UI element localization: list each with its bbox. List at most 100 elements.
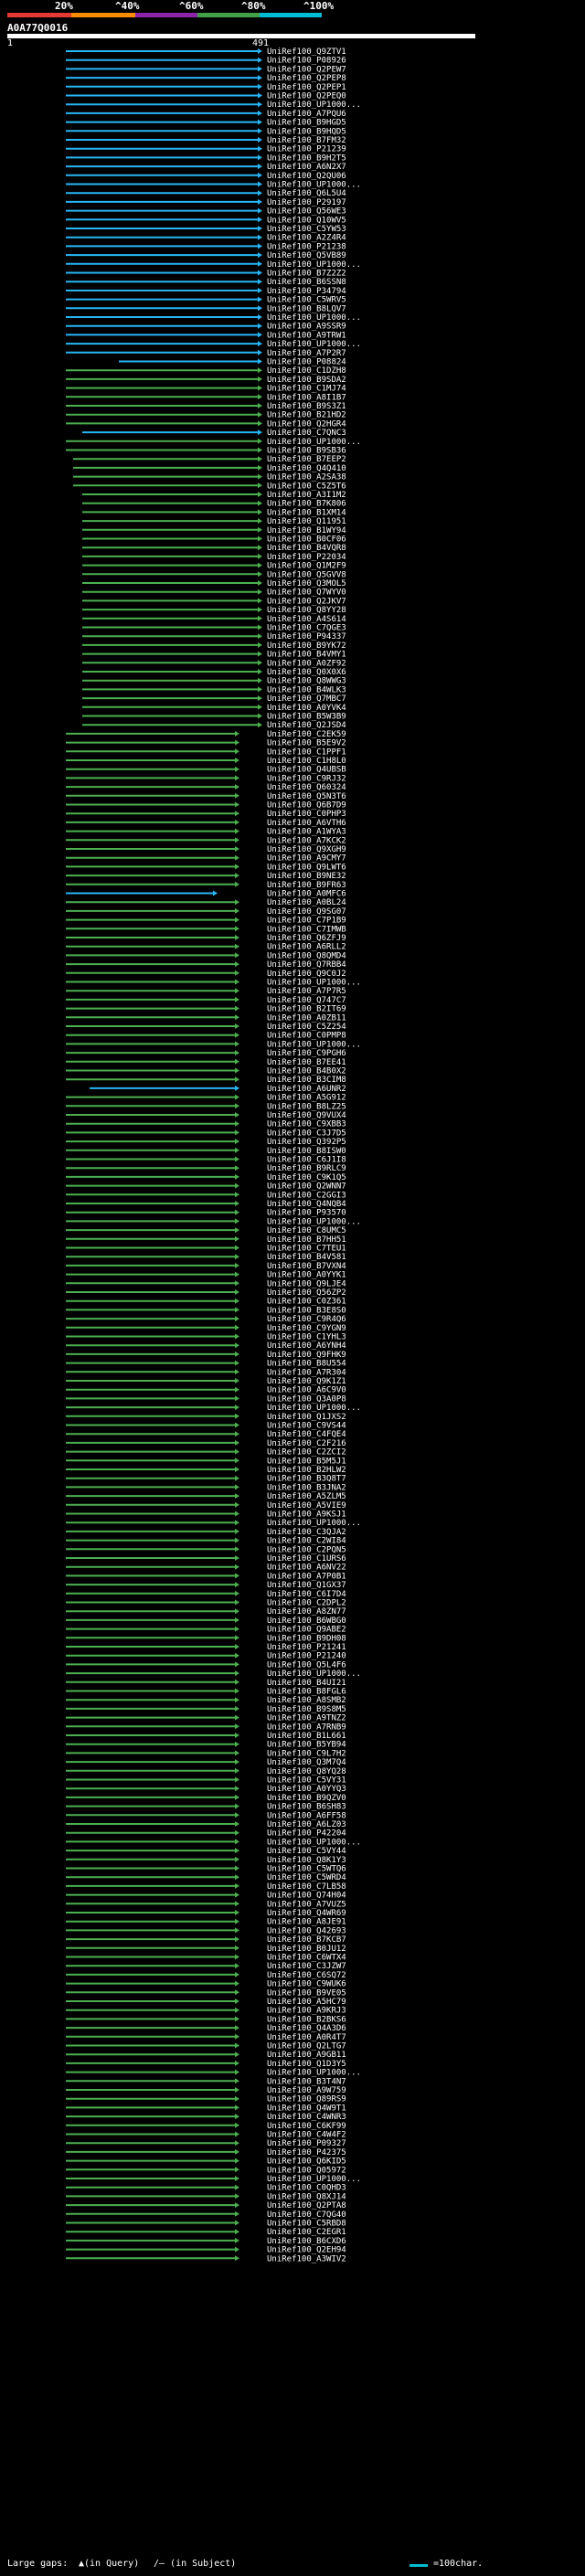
hit-label[interactable]: UniRef100_A9TRW1 (267, 331, 346, 340)
hit-row[interactable]: UniRef100_Q747C7 (66, 996, 346, 1005)
hit-label[interactable]: UniRef100_B9DH08 (267, 1634, 346, 1643)
hit-row[interactable]: UniRef100_C2EGR1 (66, 2228, 346, 2237)
hit-row[interactable]: UniRef100_C5VY31 (66, 1776, 346, 1786)
hit-label[interactable]: UniRef100_B7EEP2 (267, 455, 346, 464)
hit-label[interactable]: UniRef100_C3QJA2 (267, 1528, 346, 1537)
hit-label[interactable]: UniRef100_C8UMC5 (267, 1226, 346, 1235)
hit-label[interactable]: UniRef100_Q4UBSB (267, 766, 346, 775)
hit-row[interactable]: UniRef100_B9S8M5 (66, 1705, 346, 1714)
hit-label[interactable]: UniRef100_UP1000... (267, 1670, 361, 1679)
hit-row[interactable]: UniRef100_Q7WYV0 (82, 588, 346, 598)
hit-label[interactable]: UniRef100_Q2WNN7 (267, 1182, 346, 1192)
hit-row[interactable]: UniRef100_Q3A0P8 (66, 1394, 346, 1404)
hit-label[interactable]: UniRef100_A6UNR2 (267, 1085, 346, 1094)
hit-label[interactable]: UniRef100_Q8YQ28 (267, 1767, 346, 1776)
hit-label[interactable]: UniRef100_B0JU12 (267, 1945, 346, 1954)
hit-row[interactable]: UniRef100_B7FM32 (66, 136, 346, 145)
hit-row[interactable]: UniRef100_A9CMY7 (66, 854, 346, 864)
hit-label[interactable]: UniRef100_C2EGR1 (267, 2228, 346, 2237)
hit-row[interactable]: UniRef100_C0PMP8 (66, 1032, 346, 1041)
hit-row[interactable]: UniRef100_C2F216 (66, 1439, 346, 1448)
hit-label[interactable]: UniRef100_C5VY44 (267, 1847, 346, 1856)
hit-row[interactable]: UniRef100_C6J1I8 (66, 1156, 346, 1165)
hit-row[interactable]: UniRef100_B9RLC9 (66, 1164, 346, 1173)
hit-row[interactable]: UniRef100_A3I1M2 (82, 491, 346, 500)
hit-row[interactable]: UniRef100_A9W759 (66, 2086, 346, 2095)
hit-label[interactable]: UniRef100_A5VIE9 (267, 1501, 346, 1511)
hit-row[interactable]: UniRef100_B9HGD5 (66, 119, 346, 128)
hit-row[interactable]: UniRef100_Q2EH94 (66, 2246, 346, 2255)
hit-row[interactable]: UniRef100_C8UMC5 (66, 1226, 346, 1235)
hit-row[interactable]: UniRef100_Q5N3T6 (66, 792, 346, 801)
hit-label[interactable]: UniRef100_Q4NQB4 (267, 1200, 346, 1209)
hit-row[interactable]: UniRef100_B0CF06 (82, 535, 346, 545)
hit-row[interactable]: UniRef100_Q8XJ14 (66, 2192, 346, 2201)
hit-label[interactable]: UniRef100_Q9FHK9 (267, 1351, 346, 1360)
hit-label[interactable]: UniRef100_C0Z361 (267, 1298, 346, 1307)
hit-row[interactable]: UniRef100_B7HH51 (66, 1235, 346, 1245)
hit-row[interactable]: UniRef100_Q2PEP8 (66, 74, 346, 83)
hit-row[interactable]: UniRef100_B7EE41 (66, 1058, 346, 1067)
hit-label[interactable]: UniRef100_A7P0B1 (267, 1572, 346, 1581)
hit-label[interactable]: UniRef100_A6RLL2 (267, 943, 346, 952)
hit-label[interactable]: UniRef100_UP1000... (267, 1217, 361, 1226)
hit-row[interactable]: UniRef100_B1XM14 (82, 508, 346, 517)
hit-row[interactable]: UniRef100_UP1000... (66, 438, 361, 447)
hit-label[interactable]: UniRef100_A7KCK2 (267, 836, 346, 845)
hit-row[interactable]: UniRef100_B3E8S0 (66, 1306, 346, 1315)
hit-row[interactable]: UniRef100_C1DZH8 (66, 366, 346, 376)
hit-label[interactable]: UniRef100_B4UI21 (267, 1679, 346, 1688)
hit-label[interactable]: UniRef100_A0BL24 (267, 898, 346, 907)
hit-label[interactable]: UniRef100_Q9ABE2 (267, 1626, 346, 1635)
hit-label[interactable]: UniRef100_A7VUZ5 (267, 1900, 346, 1909)
hit-row[interactable]: UniRef100_P34794 (66, 287, 346, 296)
hit-label[interactable]: UniRef100_A1WYA3 (267, 828, 346, 837)
hit-label[interactable]: UniRef100_A3I1M2 (267, 491, 346, 500)
hit-row[interactable]: UniRef100_A4S614 (82, 615, 346, 624)
hit-row[interactable]: UniRef100_P21241 (66, 1643, 346, 1652)
hit-label[interactable]: UniRef100_Q7WYV0 (267, 588, 346, 598)
hit-row[interactable]: UniRef100_Q2WNN7 (66, 1182, 346, 1192)
hit-row[interactable]: UniRef100_P93570 (66, 1209, 346, 1218)
hit-label[interactable]: UniRef100_A8I1B7 (267, 393, 346, 402)
hit-row[interactable]: UniRef100_B9SB36 (66, 447, 346, 456)
hit-row[interactable]: UniRef100_Q8WWG3 (82, 677, 346, 686)
hit-row[interactable]: UniRef100_B8FGL6 (66, 1688, 346, 1697)
hit-row[interactable]: UniRef100_B8U554 (66, 1360, 346, 1369)
hit-row[interactable]: UniRef100_B7VXN4 (66, 1262, 346, 1271)
hit-row[interactable]: UniRef100_UP1000... (66, 979, 361, 988)
hit-row[interactable]: UniRef100_A7P2R7 (66, 349, 346, 358)
hit-row[interactable]: UniRef100_A0BL24 (66, 898, 346, 907)
hit-label[interactable]: UniRef100_UP1000... (267, 979, 361, 988)
hit-label[interactable]: UniRef100_Q2LTG7 (267, 2042, 346, 2051)
hit-row[interactable]: UniRef100_Q2PEQ0 (66, 92, 346, 101)
hit-row[interactable]: UniRef100_C9WUK6 (66, 1980, 346, 1989)
hit-label[interactable]: UniRef100_Q2JSD4 (267, 721, 346, 730)
hit-label[interactable]: UniRef100_C5Z5T6 (267, 482, 346, 491)
hit-row[interactable]: UniRef100_A7P0B1 (66, 1572, 346, 1581)
hit-label[interactable]: UniRef100_A0YVK4 (267, 704, 346, 713)
hit-label[interactable]: UniRef100_P42204 (267, 1829, 346, 1839)
hit-row[interactable]: UniRef100_C2WI84 (66, 1537, 346, 1546)
hit-row[interactable]: UniRef100_Q4W9T1 (66, 2104, 346, 2113)
hit-row[interactable]: UniRef100_UP1000... (66, 181, 361, 190)
hit-row[interactable]: UniRef100_C0PHP3 (66, 810, 346, 819)
hit-label[interactable]: UniRef100_C7QG40 (267, 2210, 346, 2220)
hit-row[interactable]: UniRef100_Q2PEW7 (66, 65, 346, 74)
hit-row[interactable]: UniRef100_C7QGE3 (82, 624, 346, 633)
hit-label[interactable]: UniRef100_C6I7D4 (267, 1590, 346, 1599)
hit-label[interactable]: UniRef100_B2BKS6 (267, 2015, 346, 2024)
hit-label[interactable]: UniRef100_Q6ZFJ9 (267, 934, 346, 943)
hit-label[interactable]: UniRef100_B6CXD6 (267, 2237, 346, 2246)
hit-label[interactable]: UniRef100_B7K806 (267, 500, 346, 509)
hit-label[interactable]: UniRef100_Q9C0J2 (267, 970, 346, 979)
hit-label[interactable]: UniRef100_UP1000... (267, 181, 361, 190)
hit-label[interactable]: UniRef100_Q5GVV8 (267, 570, 346, 579)
hit-row[interactable]: UniRef100_C7QG40 (66, 2210, 346, 2220)
hit-row[interactable]: UniRef100_A3WIV2 (66, 2254, 346, 2263)
hit-label[interactable]: UniRef100_C0QHD3 (267, 2184, 346, 2193)
hit-row[interactable]: UniRef100_A7R304 (66, 1368, 346, 1377)
hit-label[interactable]: UniRef100_Q1M2F9 (267, 562, 346, 571)
hit-label[interactable]: UniRef100_B8FGL6 (267, 1688, 346, 1697)
hit-label[interactable]: UniRef100_Q2HGR4 (267, 419, 346, 429)
